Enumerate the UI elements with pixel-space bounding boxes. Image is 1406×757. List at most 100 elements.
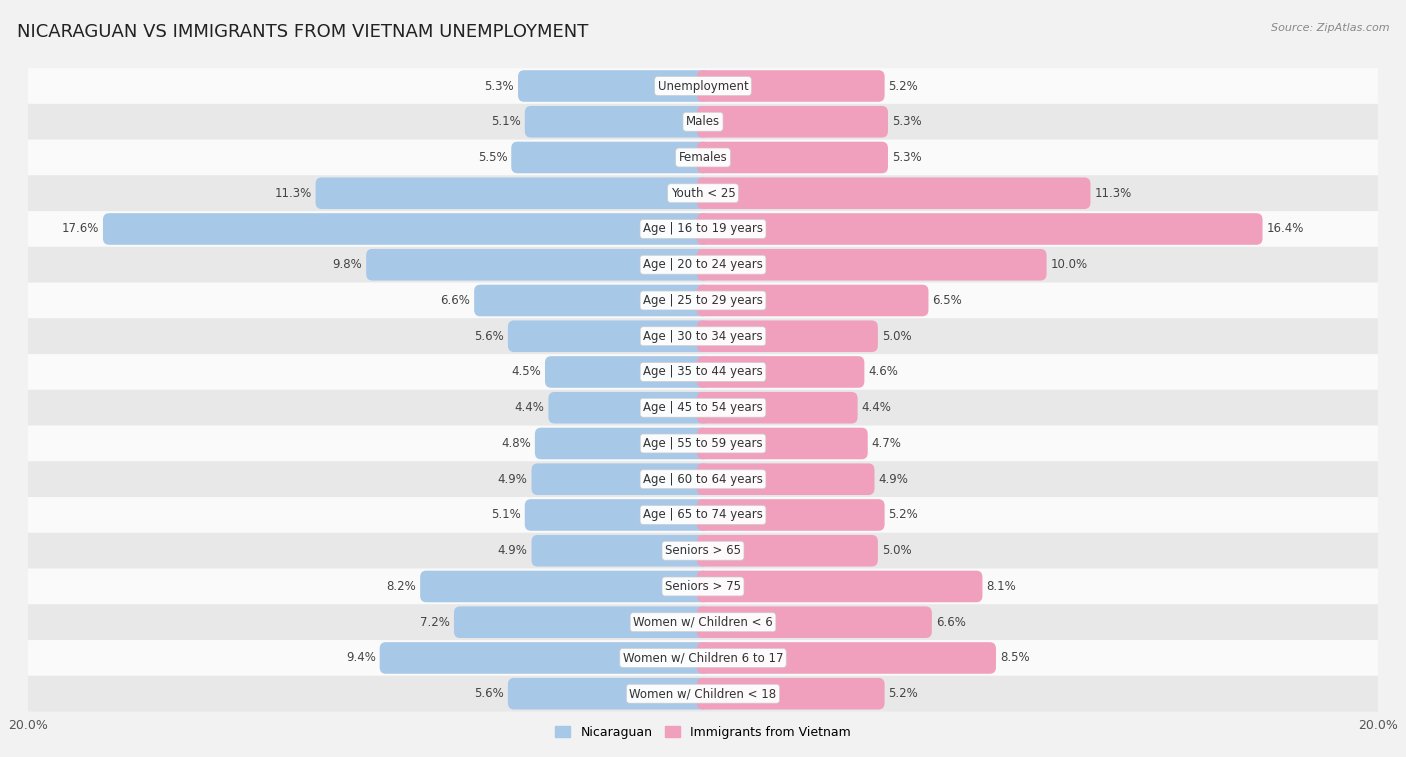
FancyBboxPatch shape (512, 142, 709, 173)
Text: Age | 35 to 44 years: Age | 35 to 44 years (643, 366, 763, 378)
Text: 5.6%: 5.6% (474, 687, 503, 700)
FancyBboxPatch shape (28, 282, 1378, 319)
Text: NICARAGUAN VS IMMIGRANTS FROM VIETNAM UNEMPLOYMENT: NICARAGUAN VS IMMIGRANTS FROM VIETNAM UN… (17, 23, 588, 41)
Text: 4.4%: 4.4% (515, 401, 544, 414)
FancyBboxPatch shape (524, 499, 709, 531)
FancyBboxPatch shape (697, 606, 932, 638)
Text: 16.4%: 16.4% (1267, 223, 1303, 235)
FancyBboxPatch shape (508, 320, 709, 352)
FancyBboxPatch shape (697, 642, 995, 674)
Legend: Nicaraguan, Immigrants from Vietnam: Nicaraguan, Immigrants from Vietnam (550, 721, 856, 744)
FancyBboxPatch shape (28, 604, 1378, 640)
Text: 9.8%: 9.8% (332, 258, 363, 271)
Text: 5.3%: 5.3% (891, 151, 921, 164)
Text: Youth < 25: Youth < 25 (671, 187, 735, 200)
FancyBboxPatch shape (534, 428, 709, 459)
FancyBboxPatch shape (697, 463, 875, 495)
FancyBboxPatch shape (531, 535, 709, 566)
Text: 5.0%: 5.0% (882, 330, 911, 343)
FancyBboxPatch shape (697, 678, 884, 709)
FancyBboxPatch shape (697, 106, 889, 138)
Text: 6.6%: 6.6% (440, 294, 470, 307)
Text: Males: Males (686, 115, 720, 128)
Text: 6.6%: 6.6% (936, 615, 966, 629)
Text: Unemployment: Unemployment (658, 79, 748, 92)
FancyBboxPatch shape (454, 606, 709, 638)
FancyBboxPatch shape (697, 428, 868, 459)
Text: Age | 30 to 34 years: Age | 30 to 34 years (643, 330, 763, 343)
FancyBboxPatch shape (28, 390, 1378, 425)
FancyBboxPatch shape (28, 211, 1378, 247)
FancyBboxPatch shape (697, 177, 1091, 209)
FancyBboxPatch shape (366, 249, 709, 281)
FancyBboxPatch shape (28, 247, 1378, 282)
Text: 11.3%: 11.3% (1094, 187, 1132, 200)
FancyBboxPatch shape (548, 392, 709, 423)
FancyBboxPatch shape (420, 571, 709, 603)
Text: 8.1%: 8.1% (987, 580, 1017, 593)
Text: Age | 60 to 64 years: Age | 60 to 64 years (643, 472, 763, 486)
Text: Women w/ Children 6 to 17: Women w/ Children 6 to 17 (623, 652, 783, 665)
Text: 5.6%: 5.6% (474, 330, 503, 343)
FancyBboxPatch shape (697, 249, 1046, 281)
FancyBboxPatch shape (28, 104, 1378, 139)
FancyBboxPatch shape (28, 533, 1378, 569)
FancyBboxPatch shape (508, 678, 709, 709)
FancyBboxPatch shape (474, 285, 709, 316)
FancyBboxPatch shape (28, 139, 1378, 176)
Text: 8.5%: 8.5% (1000, 652, 1029, 665)
FancyBboxPatch shape (28, 319, 1378, 354)
Text: 4.4%: 4.4% (862, 401, 891, 414)
FancyBboxPatch shape (531, 463, 709, 495)
Text: 5.2%: 5.2% (889, 79, 918, 92)
Text: 5.2%: 5.2% (889, 687, 918, 700)
FancyBboxPatch shape (697, 392, 858, 423)
Text: Women w/ Children < 18: Women w/ Children < 18 (630, 687, 776, 700)
FancyBboxPatch shape (28, 461, 1378, 497)
FancyBboxPatch shape (697, 499, 884, 531)
Text: 4.5%: 4.5% (512, 366, 541, 378)
Text: Seniors > 75: Seniors > 75 (665, 580, 741, 593)
Text: 7.2%: 7.2% (420, 615, 450, 629)
FancyBboxPatch shape (28, 676, 1378, 712)
Text: Age | 16 to 19 years: Age | 16 to 19 years (643, 223, 763, 235)
Text: Age | 20 to 24 years: Age | 20 to 24 years (643, 258, 763, 271)
Text: 10.0%: 10.0% (1050, 258, 1088, 271)
FancyBboxPatch shape (28, 425, 1378, 461)
FancyBboxPatch shape (546, 357, 709, 388)
FancyBboxPatch shape (103, 213, 709, 245)
Text: Source: ZipAtlas.com: Source: ZipAtlas.com (1271, 23, 1389, 33)
Text: 4.8%: 4.8% (501, 437, 531, 450)
FancyBboxPatch shape (697, 320, 877, 352)
FancyBboxPatch shape (28, 354, 1378, 390)
FancyBboxPatch shape (697, 213, 1263, 245)
FancyBboxPatch shape (28, 569, 1378, 604)
Text: Age | 55 to 59 years: Age | 55 to 59 years (643, 437, 763, 450)
Text: 17.6%: 17.6% (62, 223, 98, 235)
Text: 5.1%: 5.1% (491, 115, 520, 128)
Text: 4.7%: 4.7% (872, 437, 901, 450)
Text: 8.2%: 8.2% (387, 580, 416, 593)
Text: 5.5%: 5.5% (478, 151, 508, 164)
Text: 4.9%: 4.9% (498, 472, 527, 486)
FancyBboxPatch shape (697, 571, 983, 603)
Text: Age | 45 to 54 years: Age | 45 to 54 years (643, 401, 763, 414)
FancyBboxPatch shape (28, 497, 1378, 533)
FancyBboxPatch shape (697, 142, 889, 173)
FancyBboxPatch shape (697, 285, 928, 316)
Text: Age | 25 to 29 years: Age | 25 to 29 years (643, 294, 763, 307)
Text: 4.9%: 4.9% (498, 544, 527, 557)
FancyBboxPatch shape (697, 535, 877, 566)
Text: 5.3%: 5.3% (891, 115, 921, 128)
Text: Seniors > 65: Seniors > 65 (665, 544, 741, 557)
FancyBboxPatch shape (28, 176, 1378, 211)
FancyBboxPatch shape (697, 70, 884, 101)
Text: 5.1%: 5.1% (491, 509, 520, 522)
Text: 11.3%: 11.3% (274, 187, 312, 200)
FancyBboxPatch shape (517, 70, 709, 101)
FancyBboxPatch shape (380, 642, 709, 674)
FancyBboxPatch shape (315, 177, 709, 209)
Text: 4.6%: 4.6% (869, 366, 898, 378)
Text: 5.0%: 5.0% (882, 544, 911, 557)
Text: 5.2%: 5.2% (889, 509, 918, 522)
